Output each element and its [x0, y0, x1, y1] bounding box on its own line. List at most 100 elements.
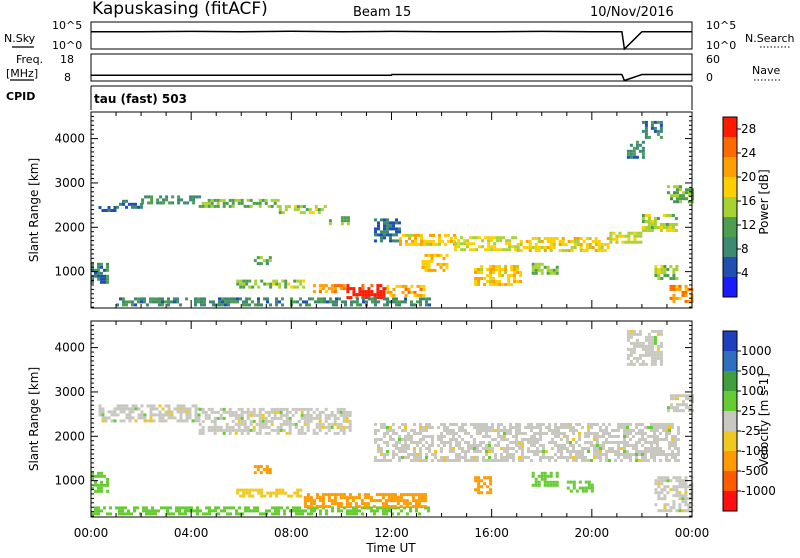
heat-cell	[159, 201, 163, 205]
heat-cell	[374, 423, 377, 426]
heat-cell	[398, 303, 401, 307]
heat-cell	[560, 426, 563, 429]
time-tick-label: 00:00	[74, 526, 109, 540]
heat-cell	[566, 441, 569, 444]
heat-cell	[390, 493, 394, 497]
heat-cell	[315, 407, 319, 411]
heat-cell	[288, 419, 292, 423]
heat-cell	[660, 479, 664, 483]
heat-cell	[283, 509, 286, 513]
heat-cell	[139, 512, 142, 516]
heat-cell	[158, 410, 162, 414]
heat-cell	[597, 246, 601, 249]
heat-cell	[419, 303, 422, 307]
heat-cell	[629, 353, 633, 357]
heat-cell	[291, 407, 295, 411]
heat-cell	[626, 353, 630, 357]
heat-cell	[454, 245, 458, 249]
heat-cell	[458, 429, 461, 432]
heat-cell	[392, 423, 395, 426]
heat-cell	[641, 341, 645, 345]
heat-cell	[632, 362, 636, 366]
heat-cell	[684, 476, 688, 480]
heat-cell	[503, 456, 506, 459]
heat-cell	[327, 505, 331, 509]
heat-cell	[684, 509, 688, 513]
heat-cell	[201, 425, 205, 429]
heat-cell	[593, 456, 596, 459]
heat-cell	[167, 297, 170, 301]
heat-cell	[284, 491, 288, 495]
heat-cell	[379, 506, 382, 510]
heat-cell	[212, 300, 215, 304]
heat-cell	[572, 480, 576, 484]
heat-cell	[660, 265, 664, 268]
heat-cell	[626, 356, 630, 360]
heat-cell	[113, 413, 117, 417]
heat-cell	[647, 229, 651, 232]
velocity-colorbar-swatch	[723, 431, 737, 452]
heat-cell	[582, 240, 586, 243]
heat-cell	[161, 300, 164, 304]
heat-cell	[342, 287, 346, 291]
power-ytick-label: 1000	[54, 265, 85, 279]
heat-cell	[423, 493, 427, 497]
heat-cell	[210, 419, 214, 423]
heat-cell	[196, 512, 199, 516]
heat-cell	[474, 268, 478, 271]
heat-cell	[407, 444, 410, 447]
heat-cell	[443, 426, 446, 429]
heat-cell	[416, 432, 419, 435]
heat-cell	[182, 419, 186, 423]
heat-cell	[340, 222, 344, 226]
heat-cell	[91, 471, 94, 475]
heat-cell	[671, 438, 674, 441]
heat-cell	[395, 432, 398, 435]
heat-cell	[668, 426, 671, 429]
heat-cell	[647, 220, 651, 223]
heat-cell	[367, 290, 371, 294]
heat-cell	[258, 198, 262, 202]
heat-cell	[272, 282, 276, 286]
heat-cell	[184, 506, 187, 510]
heat-cell	[413, 423, 416, 426]
heat-cell	[161, 416, 165, 420]
heat-cell	[596, 456, 599, 459]
heat-cell	[205, 512, 208, 516]
heat-cell	[425, 303, 428, 307]
heat-cell	[587, 435, 590, 438]
heat-cell	[441, 239, 444, 243]
heat-cell	[327, 499, 331, 503]
heat-cell	[515, 432, 518, 435]
heat-cell	[632, 453, 635, 456]
power-colorbar-tick-label: 16	[741, 194, 756, 208]
heat-cell	[663, 268, 667, 271]
heat-cell	[107, 206, 111, 209]
heat-cell	[336, 416, 340, 420]
heat-cell	[479, 441, 482, 444]
heat-cell	[439, 262, 443, 266]
heat-cell	[533, 441, 536, 444]
heat-cell	[341, 300, 344, 304]
heat-cell	[315, 413, 319, 417]
heat-cell	[94, 512, 97, 516]
heat-cell	[614, 459, 617, 462]
velocity-colorbar-swatch	[723, 391, 737, 412]
heat-cell	[419, 293, 423, 297]
heat-cell	[258, 416, 262, 420]
heat-cell	[493, 245, 497, 249]
heat-cell	[333, 413, 337, 417]
heat-cell	[458, 447, 461, 450]
heat-cell	[469, 236, 473, 240]
heat-cell	[485, 432, 488, 435]
heat-cell	[575, 441, 578, 444]
heat-cell	[433, 253, 437, 257]
heat-cell	[398, 459, 401, 462]
heat-cell	[629, 444, 632, 447]
heat-cell	[190, 506, 193, 510]
heat-cell	[665, 432, 668, 435]
heat-cell	[605, 432, 608, 435]
heat-cell	[654, 503, 658, 507]
heat-cell	[386, 224, 389, 228]
heat-cell	[281, 297, 284, 301]
